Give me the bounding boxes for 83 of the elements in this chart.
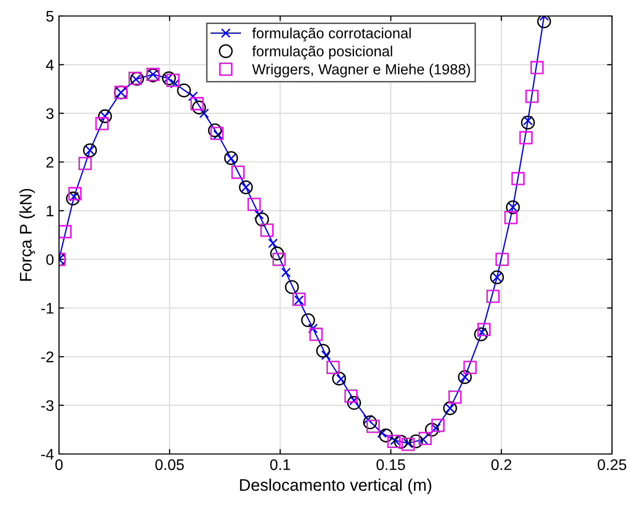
point bbox=[210, 126, 224, 140]
point bbox=[292, 292, 306, 306]
point bbox=[260, 224, 274, 237]
point bbox=[511, 172, 525, 186]
point bbox=[425, 422, 439, 437]
point bbox=[308, 324, 318, 334]
y-tick-label: 2 bbox=[46, 156, 54, 168]
y-tick-label: -2 bbox=[41, 352, 54, 362]
point bbox=[268, 238, 278, 248]
point bbox=[231, 166, 245, 179]
point bbox=[128, 72, 142, 85]
point bbox=[284, 280, 299, 294]
y-tick-label: -3 bbox=[41, 400, 54, 412]
point bbox=[208, 123, 222, 138]
point bbox=[326, 360, 340, 374]
legend-label: Wriggers, Wagner e Miehe (1988) bbox=[252, 64, 470, 78]
y-tick-label: 4 bbox=[46, 60, 54, 70]
point bbox=[394, 434, 408, 449]
point bbox=[59, 224, 72, 238]
point bbox=[68, 187, 82, 200]
point bbox=[418, 432, 432, 446]
point bbox=[309, 328, 323, 341]
point bbox=[477, 322, 491, 336]
legend-label: formulação corrotacional bbox=[252, 28, 411, 42]
point bbox=[78, 156, 92, 170]
y-tick-label: 5 bbox=[46, 11, 54, 22]
point bbox=[255, 212, 270, 226]
point bbox=[474, 327, 488, 342]
point bbox=[224, 151, 238, 166]
y-tick-label: -1 bbox=[41, 303, 54, 314]
point bbox=[363, 415, 377, 430]
point bbox=[301, 313, 316, 328]
point bbox=[347, 396, 362, 410]
point bbox=[366, 420, 380, 433]
y-tick-label: -4 bbox=[41, 449, 54, 460]
y-tick-label: 3 bbox=[46, 108, 54, 120]
x-tick-label: 0.05 bbox=[155, 459, 184, 470]
point bbox=[332, 372, 346, 386]
legend-label: formulação posicional bbox=[252, 46, 392, 60]
point bbox=[537, 16, 552, 28]
y-tick-label: 0 bbox=[46, 254, 54, 266]
point bbox=[177, 84, 191, 98]
x-tick-label: 0 bbox=[55, 459, 63, 470]
point bbox=[521, 116, 535, 130]
x-axis-title: Deslocamento vertical (m) bbox=[240, 478, 432, 494]
point bbox=[495, 252, 509, 266]
point bbox=[463, 360, 477, 374]
point bbox=[378, 428, 393, 442]
point bbox=[166, 74, 180, 87]
point bbox=[506, 200, 520, 214]
x-tick-label: 0.25 bbox=[598, 459, 626, 470]
x-tick-label: 0.1 bbox=[270, 459, 290, 470]
point bbox=[443, 401, 458, 416]
point bbox=[504, 210, 518, 224]
point bbox=[486, 290, 500, 303]
point bbox=[190, 97, 204, 110]
point bbox=[270, 246, 284, 260]
point bbox=[162, 71, 176, 86]
point bbox=[188, 91, 198, 102]
point bbox=[519, 131, 533, 144]
point bbox=[66, 192, 80, 206]
point bbox=[192, 100, 206, 114]
y-tick-label: 1 bbox=[46, 206, 54, 216]
point bbox=[272, 252, 286, 266]
y-axis-title: Força P (kN) bbox=[19, 188, 35, 281]
point bbox=[448, 390, 462, 404]
point bbox=[401, 438, 415, 451]
point bbox=[409, 434, 423, 448]
point bbox=[199, 108, 209, 118]
point bbox=[344, 389, 358, 403]
point bbox=[387, 434, 400, 448]
point bbox=[238, 180, 253, 194]
point bbox=[530, 60, 544, 74]
point bbox=[431, 418, 445, 432]
x-tick-label: 0.15 bbox=[376, 459, 406, 470]
point bbox=[281, 268, 291, 278]
point bbox=[95, 116, 109, 130]
x-tick-label: 0.2 bbox=[491, 459, 512, 470]
point bbox=[458, 370, 472, 384]
point bbox=[316, 344, 330, 358]
point bbox=[248, 198, 261, 211]
point bbox=[525, 90, 539, 103]
point bbox=[130, 72, 144, 86]
